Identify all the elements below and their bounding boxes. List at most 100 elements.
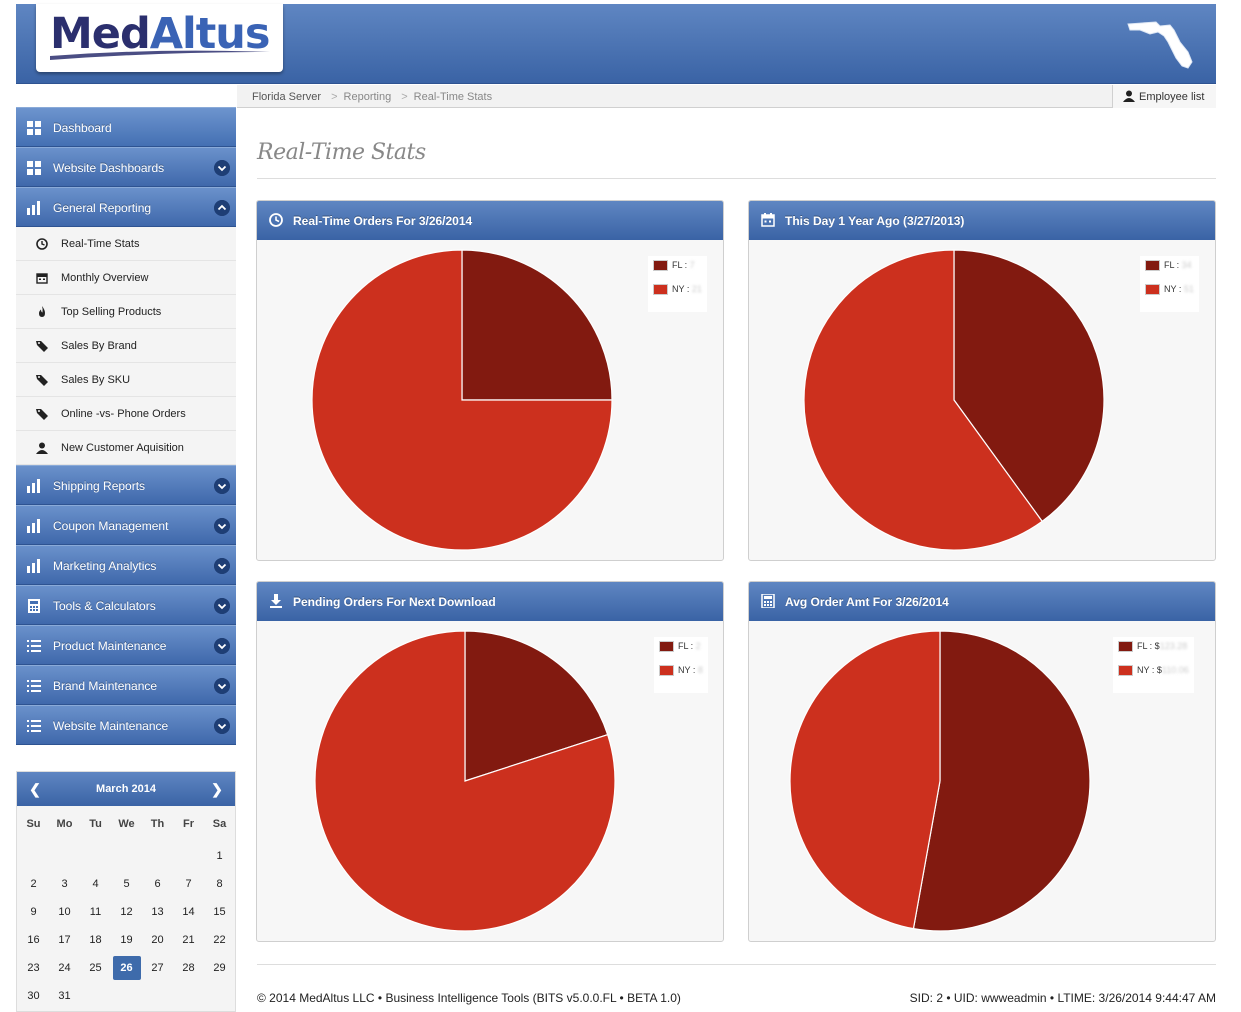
sidebar-item-website-dashboards[interactable]: Website Dashboards xyxy=(16,147,236,187)
app-header: MedAltus xyxy=(16,4,1216,84)
calendar-day[interactable]: 29 xyxy=(213,962,226,974)
employee-list-label: Employee list xyxy=(1139,91,1205,103)
calendar-day[interactable]: 19 xyxy=(120,934,133,946)
calendar-day[interactable]: 1 xyxy=(216,850,223,862)
calendar-day[interactable]: 5 xyxy=(123,878,130,890)
calendar-day[interactable]: 13 xyxy=(151,906,164,918)
sidebar-subitem-sales-by-brand[interactable]: Sales By Brand xyxy=(16,329,236,363)
chevron-down-icon[interactable] xyxy=(214,558,230,574)
calendar-day[interactable]: 3 xyxy=(61,878,68,890)
legend-label: NY : xyxy=(678,665,698,675)
sidebar-item-coupon-management[interactable]: Coupon Management xyxy=(16,505,236,545)
calendar-day[interactable]: 2 xyxy=(30,878,37,890)
calendar-header: ❮ March 2014 ❯ xyxy=(17,772,235,806)
legend-swatch xyxy=(659,641,674,653)
sidebar-item-label: Dashboard xyxy=(53,121,112,135)
calendar-prev-button[interactable]: ❮ xyxy=(29,781,41,797)
sidebar-subitem-label: Top Selling Products xyxy=(61,306,162,318)
medaltus-logo[interactable]: MedAltus xyxy=(36,4,283,72)
calendar-day[interactable]: 22 xyxy=(213,934,226,946)
sidebar-subitem-label: Sales By SKU xyxy=(61,374,131,386)
calendar-day[interactable]: 28 xyxy=(182,962,195,974)
sidebar-subitem-new-customer[interactable]: New Customer Aquisition xyxy=(16,431,236,465)
calendar-day[interactable]: 18 xyxy=(89,934,102,946)
sidebar-item-tools-calculators[interactable]: Tools & Calculators xyxy=(16,585,236,625)
chevron-down-icon[interactable] xyxy=(214,638,230,654)
breadcrumb-item-current: Real-Time Stats xyxy=(413,91,493,103)
chevron-down-icon[interactable] xyxy=(214,598,230,614)
calendar-day[interactable]: 30 xyxy=(27,990,40,1002)
calendar-day[interactable]: 16 xyxy=(27,934,40,946)
bar-chart-icon xyxy=(27,559,40,573)
legend-value: 51 xyxy=(1183,284,1194,294)
legend-value: 21 xyxy=(691,284,702,294)
sidebar-subitem-label: Sales By Brand xyxy=(61,340,137,352)
sidebar-item-website-maintenance[interactable]: Website Maintenance xyxy=(16,705,236,745)
sidebar-subitem-sales-by-sku[interactable]: Sales By SKU xyxy=(16,363,236,397)
calendar-day[interactable]: 14 xyxy=(182,906,195,918)
calendar-day[interactable]: 23 xyxy=(27,962,40,974)
sidebar-item-brand-maintenance[interactable]: Brand Maintenance xyxy=(16,665,236,705)
sidebar-item-dashboard[interactable]: Dashboard xyxy=(16,107,236,147)
chevron-down-icon[interactable] xyxy=(214,160,230,176)
sidebar-subitem-online-vs-phone[interactable]: Online -vs- Phone Orders xyxy=(16,397,236,431)
calendar-day[interactable]: 6 xyxy=(154,878,161,890)
calendar-day[interactable]: 12 xyxy=(120,906,133,918)
chevron-up-icon[interactable] xyxy=(214,200,230,216)
calendar-day[interactable]: 21 xyxy=(182,934,195,946)
chevron-down-icon[interactable] xyxy=(214,478,230,494)
sidebar-item-marketing-analytics[interactable]: Marketing Analytics xyxy=(16,545,236,585)
sidebar-item-label: General Reporting xyxy=(53,201,152,215)
calendar-day[interactable]: 17 xyxy=(58,934,71,946)
sidebar-item-label: Brand Maintenance xyxy=(53,679,158,693)
employee-list-button[interactable]: Employee list xyxy=(1112,85,1216,108)
breadcrumb-item-server[interactable]: Florida Server xyxy=(252,91,322,103)
calendar-weekday: Su xyxy=(26,818,41,830)
sidebar-item-product-maintenance[interactable]: Product Maintenance xyxy=(16,625,236,665)
bar-chart-icon xyxy=(27,201,40,215)
panel-title: This Day 1 Year Ago (3/27/2013) xyxy=(785,214,965,228)
calendar-day[interactable]: 24 xyxy=(58,962,71,974)
calculator-icon xyxy=(761,594,775,608)
panel-header: Avg Order Amt For 3/26/2014 xyxy=(749,582,1215,621)
grid-icon xyxy=(27,121,41,135)
breadcrumb-separator: > xyxy=(401,91,408,103)
calendar-day[interactable]: 10 xyxy=(58,906,71,918)
calendar-day[interactable]: 31 xyxy=(58,990,71,1002)
legend-value: 110.06 xyxy=(1161,665,1189,675)
legend-label: FL : xyxy=(672,260,690,270)
pie-slice-ny xyxy=(311,249,613,551)
chevron-down-icon[interactable] xyxy=(214,678,230,694)
pie-slice-fl xyxy=(912,630,1091,932)
sidebar-subitem-real-time-stats[interactable]: Real-Time Stats xyxy=(16,227,236,261)
calendar-day[interactable]: 4 xyxy=(92,878,99,890)
legend-item-fl: FL : 34 xyxy=(1145,260,1194,284)
sidebar-item-shipping-reports[interactable]: Shipping Reports xyxy=(16,465,236,505)
legend-label: FL : xyxy=(678,641,696,651)
calendar-next-button[interactable]: ❯ xyxy=(211,781,223,797)
breadcrumb-item-reporting[interactable]: Reporting xyxy=(343,91,392,103)
calendar-weekday: Mo xyxy=(56,818,73,830)
calendar-day[interactable]: 11 xyxy=(89,906,102,918)
legend-item-ny: NY : $110.06 xyxy=(1118,665,1189,689)
chevron-down-icon[interactable] xyxy=(214,718,230,734)
sidebar-item-general-reporting[interactable]: General Reporting xyxy=(16,187,236,227)
pie-slice-fl xyxy=(461,249,613,401)
calendar-month-label: March 2014 xyxy=(96,783,156,795)
list-icon xyxy=(27,720,41,732)
calendar-day[interactable]: 15 xyxy=(213,906,226,918)
chevron-down-icon[interactable] xyxy=(214,518,230,534)
calendar-day-today[interactable]: 26 xyxy=(112,956,141,980)
calendar-day[interactable]: 8 xyxy=(216,878,223,890)
list-icon xyxy=(27,680,41,692)
calendar-day[interactable]: 7 xyxy=(185,878,192,890)
download-icon xyxy=(270,594,282,608)
calendar-day[interactable]: 25 xyxy=(89,962,102,974)
calendar-day[interactable]: 9 xyxy=(30,906,37,918)
sidebar-subitem-top-selling[interactable]: Top Selling Products xyxy=(16,295,236,329)
sidebar-subitem-monthly-overview[interactable]: Monthly Overview xyxy=(16,261,236,295)
panel-year-ago: This Day 1 Year Ago (3/27/2013) FL : 34 … xyxy=(748,200,1216,561)
legend-item-fl: FL : $123.28 xyxy=(1118,641,1189,665)
calendar-day[interactable]: 27 xyxy=(151,962,164,974)
calendar-day[interactable]: 20 xyxy=(151,934,164,946)
